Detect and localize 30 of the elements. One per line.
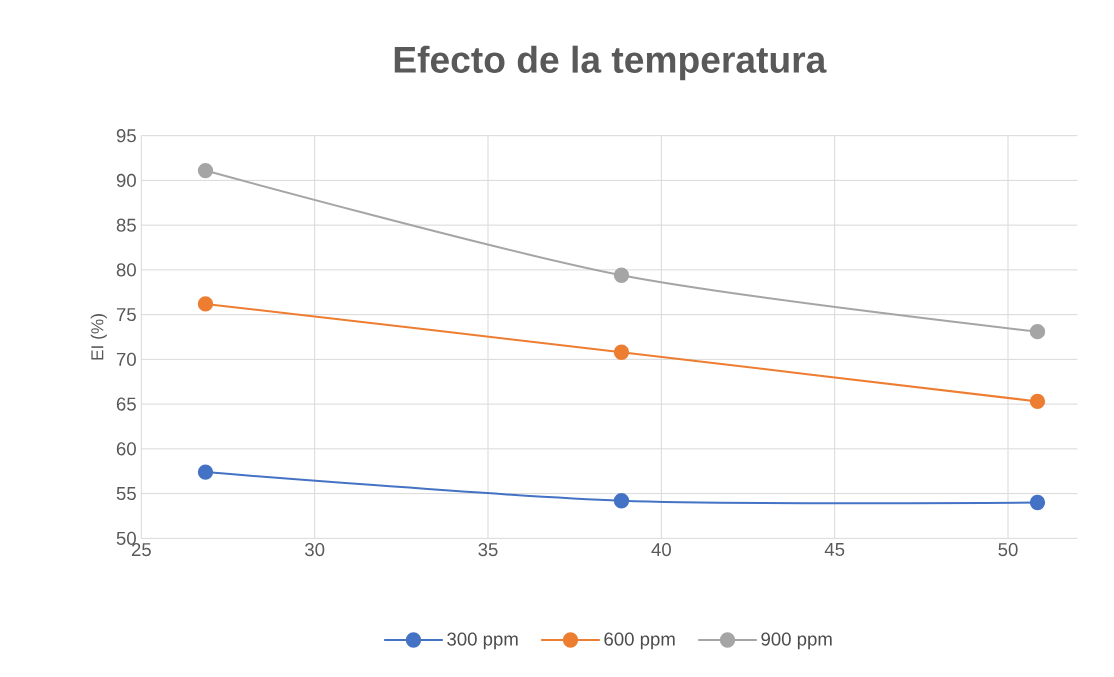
y-axis-title: EI (%) <box>90 314 107 360</box>
y-tick-label: 70 <box>116 352 136 366</box>
y-tick-label: 85 <box>116 218 136 232</box>
point <box>197 162 214 179</box>
point <box>1029 323 1046 340</box>
legend-label: 600 ppm <box>604 632 675 650</box>
x-tick-label: 45 <box>824 543 845 557</box>
point <box>613 493 630 509</box>
y-tick-label: 55 <box>116 487 136 501</box>
point <box>197 296 214 312</box>
y-tick-label: 80 <box>116 263 136 277</box>
y-tick-label: 75 <box>116 308 136 322</box>
point <box>1029 494 1046 511</box>
y-tick-label: 90 <box>116 173 136 187</box>
point <box>613 267 630 283</box>
y-tick-label: 95 <box>116 129 136 143</box>
legend-label: 300 ppm <box>447 632 518 650</box>
point <box>197 464 214 480</box>
legend-label: 900 ppm <box>761 632 832 650</box>
x-tick-label: 50 <box>998 543 1018 557</box>
chart-title: Efecto de la temperatura <box>394 45 827 81</box>
x-tick-label: 25 <box>131 543 151 557</box>
y-tick-label: 50 <box>116 531 136 545</box>
x-tick-label: 30 <box>305 543 325 557</box>
point <box>1029 393 1046 410</box>
y-tick-label: 65 <box>116 397 136 411</box>
x-tick-label: 40 <box>651 543 671 557</box>
x-tick-label: 35 <box>478 543 498 557</box>
y-tick-label: 60 <box>116 442 136 456</box>
point <box>613 344 630 360</box>
